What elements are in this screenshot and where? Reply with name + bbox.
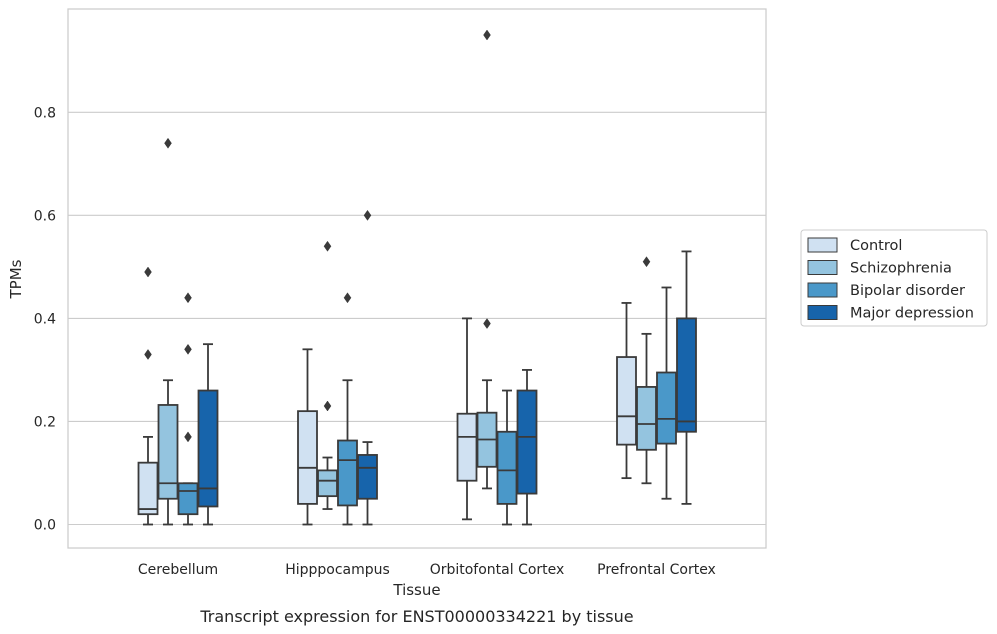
box-group — [456, 317, 478, 521]
outlier-point — [184, 343, 192, 355]
y-tick-label: 0.8 — [34, 105, 56, 121]
box-group — [197, 343, 219, 526]
legend-label: Control — [850, 238, 902, 254]
legend: Control Schizophrenia Bipolar disorder Majo… — [800, 229, 988, 327]
legend-label: Major depression — [850, 306, 974, 322]
box-group — [516, 369, 538, 526]
box — [616, 356, 637, 446]
x-tick-label: Prefrontal Cortex — [597, 562, 716, 578]
plot-area — [68, 9, 766, 548]
outlier-point — [323, 240, 332, 252]
box-group — [297, 348, 318, 526]
box-group — [496, 389, 518, 526]
outlier-point — [144, 349, 152, 360]
box-group — [177, 292, 199, 526]
y-ticks: 0.0 0.2 0.4 0.6 0.8 — [34, 105, 56, 533]
legend-frame — [800, 229, 988, 327]
legend-swatch — [807, 305, 838, 320]
box-group — [616, 302, 637, 480]
outlier-point — [164, 137, 172, 149]
legend-label: Schizophrenia — [850, 261, 952, 277]
box-group — [317, 240, 338, 510]
legend-label: Bipolar disorder — [850, 283, 965, 299]
outlier-point — [483, 318, 491, 329]
box — [636, 386, 657, 451]
x-tick-label: Hipppocampus — [285, 562, 390, 578]
x-tick-label: Orbitofontal Cortex — [430, 562, 565, 578]
box — [297, 410, 318, 505]
box — [197, 389, 219, 508]
outlier-point — [363, 209, 372, 221]
chart-caption: Transcript expression for ENST0000033422… — [199, 607, 633, 626]
box-group — [137, 266, 159, 526]
box-group — [357, 209, 378, 526]
y-tick-label: 0.0 — [34, 518, 56, 534]
outlier-point — [323, 400, 332, 412]
box — [676, 317, 697, 433]
box-layer — [137, 29, 697, 526]
outlier-point — [483, 29, 491, 41]
outlier-point — [343, 292, 352, 304]
box-group — [656, 286, 677, 500]
box-group — [157, 137, 179, 526]
x-ticks: Cerebellum Hipppocampus Orbitofontal Corte… — [138, 562, 716, 578]
box — [456, 412, 478, 482]
box — [157, 404, 179, 500]
box — [516, 389, 538, 495]
legend-swatch — [807, 260, 838, 275]
box-group — [636, 256, 657, 485]
legend-swatch — [807, 282, 838, 298]
outlier-point — [144, 266, 152, 278]
box-group — [337, 292, 358, 526]
box — [357, 454, 378, 500]
y-axis-label: TPMs — [7, 259, 25, 299]
box — [177, 482, 199, 516]
box-group — [676, 250, 697, 505]
box — [337, 439, 358, 507]
x-tick-label: Cerebellum — [138, 562, 218, 578]
legend-item: Control — [807, 237, 902, 254]
outlier-point — [642, 256, 651, 268]
legend-item: Bipolar disorder — [807, 282, 965, 299]
y-tick-label: 0.2 — [34, 414, 56, 430]
outlier-point — [184, 292, 192, 304]
outlier-point — [184, 431, 192, 443]
box — [656, 371, 677, 445]
box — [496, 430, 518, 505]
box — [137, 461, 159, 516]
box — [317, 469, 338, 498]
y-tick-label: 0.6 — [34, 208, 56, 224]
legend-item: Major depression — [807, 305, 974, 322]
legend-swatch — [807, 237, 838, 253]
plot-frame — [67, 8, 767, 549]
box-group — [476, 29, 498, 490]
x-axis-label: Tissue — [392, 581, 440, 599]
y-tick-label: 0.4 — [34, 311, 56, 327]
legend-item: Schizophrenia — [807, 260, 952, 277]
